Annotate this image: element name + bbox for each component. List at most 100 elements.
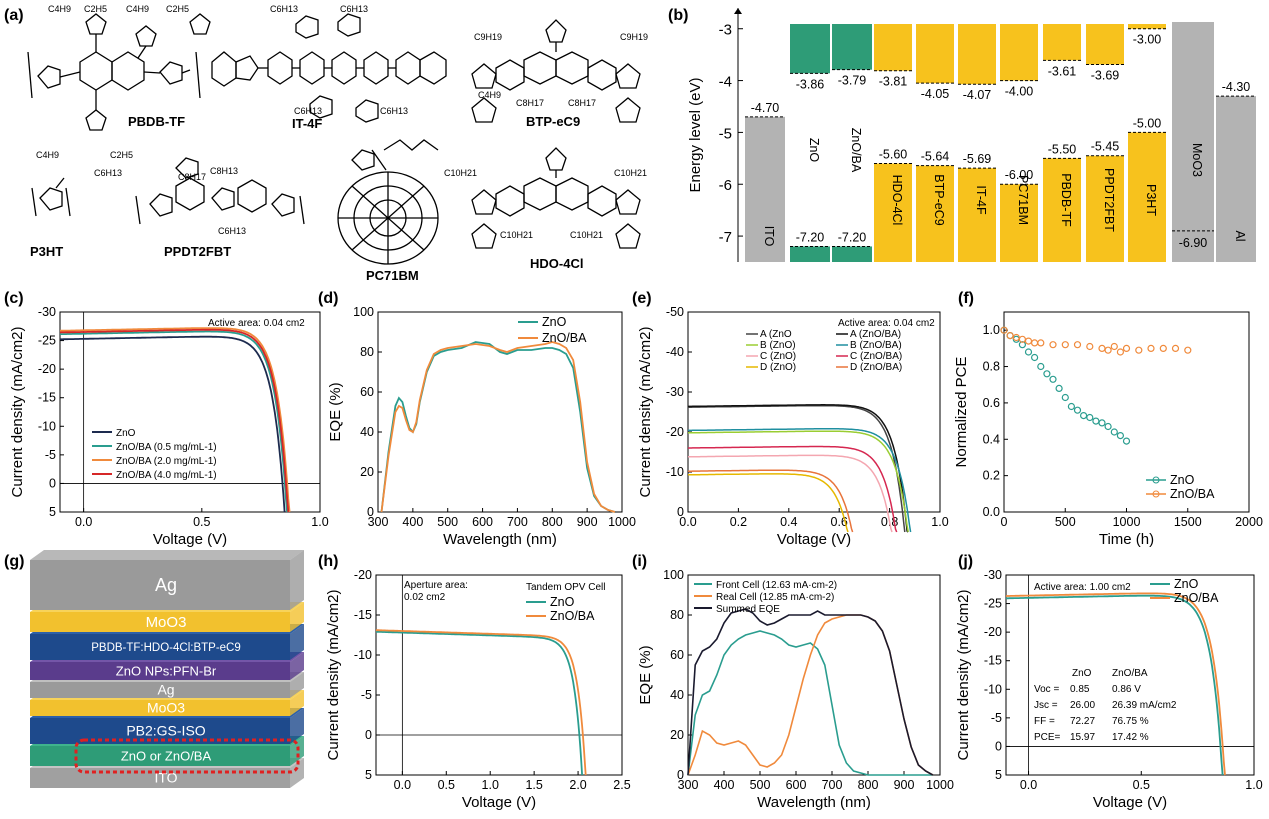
- data-point: [1135, 346, 1143, 354]
- y-tick-label: -5: [361, 688, 372, 702]
- homo-label-ZnO: -7.20: [796, 230, 825, 244]
- legend-marker-0: [1152, 476, 1160, 484]
- data-point: [1147, 344, 1155, 352]
- sub-c6h13-1: C6H13: [270, 4, 298, 14]
- material-label-PPDT2FBT: PPDT2FBT: [1102, 168, 1116, 232]
- structure-btp-ec9: [471, 19, 641, 123]
- y-tick-label: 20: [360, 465, 374, 479]
- homo-label-BTP-eC9: -5.64: [921, 150, 950, 164]
- legend-label-1: ZnO/BA: [1174, 591, 1219, 605]
- panel-label-h: (h): [318, 553, 338, 570]
- data-point: [1006, 332, 1014, 340]
- sub-c4h9-4: C4H9: [478, 90, 501, 100]
- y-axis-arrow: [734, 8, 742, 14]
- homo-bar-HDO-4Cl: [874, 163, 912, 262]
- data-point: [1061, 341, 1069, 349]
- layer-side-3: [290, 652, 304, 680]
- legend-title: Tandem OPV Cell: [526, 582, 605, 593]
- layer-3: [30, 662, 290, 680]
- annotation-2: 0.02 cm2: [404, 592, 446, 603]
- data-point: [1037, 339, 1045, 347]
- lumo-label-P3HT: -3.00: [1133, 33, 1162, 47]
- data-point: [1116, 432, 1125, 440]
- x-axis-label: Voltage (V): [777, 531, 851, 548]
- y-tick-label: -25: [984, 597, 1002, 611]
- y-tick-label: -20: [984, 625, 1002, 639]
- homo-label-P3HT: -5.00: [1133, 116, 1162, 130]
- eqe-chart-i: 300 400 500 600 700 800 900 1000 0 20 40 60 80 100 Wav…: [637, 568, 954, 811]
- panel-label-j: (j): [958, 553, 973, 570]
- layer-side-2: [290, 624, 304, 660]
- plot-frame: [59, 311, 321, 513]
- x-tick-label: 900: [577, 515, 598, 529]
- data-point: [1086, 413, 1094, 422]
- y-axis-label: Current density (mA/cm2): [955, 590, 972, 761]
- legend-label-0: Front Cell (12.63 mA·cm-2): [716, 580, 837, 591]
- y-tick-label: -6: [719, 177, 732, 194]
- bar-MoO3: [1172, 22, 1214, 262]
- data-point: [1055, 384, 1063, 392]
- data-point: [1043, 370, 1051, 378]
- mol-name-p3ht: P3HT: [30, 244, 63, 259]
- x-tick-label: 2.5: [613, 778, 630, 792]
- material-label-ITO: ITO: [762, 226, 776, 247]
- x-tick-label: 1.0: [482, 778, 499, 792]
- y-tick-label: 1.0: [983, 323, 1000, 337]
- lumo-label-BTP-eC9: -4.05: [921, 87, 950, 101]
- table-cell-znoba: 0.86 V: [1112, 684, 1141, 695]
- y-tick-label: 40: [670, 688, 684, 702]
- sub-c2h5-1: C2H5: [84, 4, 107, 14]
- legend-label-1: Real Cell (12.85 mA·cm-2): [716, 592, 834, 603]
- jv-chart-j: 0.0 0.5 1.0 -30 -25 -20 -15 -10 -5 0 5 Voltage (V) C…: [955, 568, 1263, 811]
- lumo-bar-ZnO/BA: [832, 24, 872, 70]
- y-tick-label: -5: [45, 448, 56, 462]
- data-point: [1049, 341, 1057, 349]
- lumo-label-PPDT2FBT: -3.69: [1091, 69, 1120, 83]
- jv-curve-6: [688, 473, 849, 533]
- x-tick-label: 500: [750, 778, 771, 792]
- homo-bar-ZnO: [790, 246, 830, 262]
- data-point: [1122, 437, 1131, 445]
- y-tick-label: -40: [666, 345, 684, 359]
- material-label-IT-4F: IT-4F: [974, 185, 988, 215]
- sub-c6h13-4: C6H13: [380, 106, 408, 116]
- layer-top-0: [30, 550, 304, 560]
- layer-5: [30, 700, 290, 716]
- plot-frame: [1003, 311, 1250, 513]
- bar-Al: [1216, 96, 1256, 262]
- layer-side-8: [290, 758, 304, 788]
- sub-c4h9-2: C4H9: [126, 4, 149, 14]
- x-tick-label: 1.0: [931, 515, 948, 529]
- legend-label-5: C (ZnO/BA): [850, 351, 902, 362]
- x-axis-label: Voltage (V): [1093, 794, 1167, 811]
- data-point: [1116, 348, 1125, 356]
- x-tick-label: 1.0: [311, 515, 328, 529]
- x-tick-label: 2000: [1235, 515, 1263, 529]
- x-tick-label: 0.5: [193, 515, 210, 529]
- plot-frame: [687, 311, 941, 513]
- y-tick-label: -20: [38, 362, 56, 376]
- material-label-ZnO: ZnO: [807, 138, 821, 163]
- x-tick-label: 0.0: [394, 778, 411, 792]
- homo-bar-PC71BM: [1000, 184, 1038, 262]
- material-label-PBDB-TF: PBDB-TF: [1059, 173, 1073, 227]
- panel-label-g: (g): [4, 553, 24, 570]
- stability-chart-f: 0 500 1000 1500 2000 0.0 0.2 0.4 0.6 0.8 1.0 Time (…: [953, 311, 1263, 548]
- structure-p3ht: [31, 177, 71, 217]
- y-tick-label: 0.2: [983, 469, 1000, 483]
- legend-marker-1: [1152, 490, 1160, 498]
- jv-curve-0: [60, 335, 286, 513]
- y-tick-label: -10: [354, 648, 372, 662]
- sub-c2h5-2: C2H5: [166, 4, 189, 14]
- homo-bar-BTP-eC9: [916, 165, 954, 262]
- jv-curve-1: [688, 404, 909, 533]
- layer-label-4: Ag: [157, 682, 174, 698]
- legend-label-1: A (ZnO/BA): [850, 329, 901, 340]
- jv-curve-0: [688, 404, 906, 533]
- x-tick-label: 0.4: [780, 515, 797, 529]
- homo-label-PPDT2FBT: -5.45: [1091, 140, 1120, 154]
- x-tick-label: 1.0: [1245, 778, 1262, 792]
- y-tick-label: -4: [719, 74, 732, 91]
- y-tick-label: -25: [38, 334, 56, 348]
- layer-7: [30, 746, 290, 766]
